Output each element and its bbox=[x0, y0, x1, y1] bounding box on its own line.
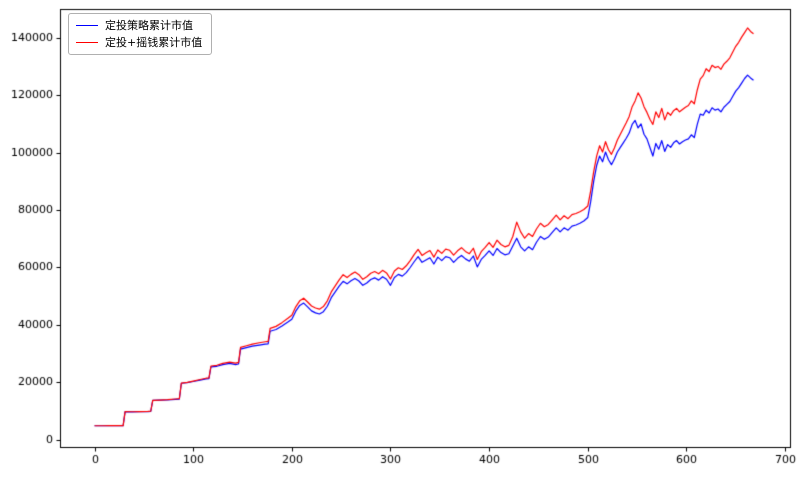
legend-line-red-icon bbox=[76, 42, 98, 44]
legend-item-dca: 定投策略累计市值 bbox=[76, 19, 202, 32]
legend-item-dca-plus: 定投+摇钱累计市值 bbox=[76, 36, 202, 49]
legend-label-dca: 定投策略累计市值 bbox=[105, 19, 193, 32]
legend-line-blue-icon bbox=[76, 25, 98, 27]
legend: 定投策略累计市值 定投+摇钱累计市值 bbox=[68, 13, 213, 56]
legend-label-dca-plus: 定投+摇钱累计市值 bbox=[105, 36, 203, 50]
